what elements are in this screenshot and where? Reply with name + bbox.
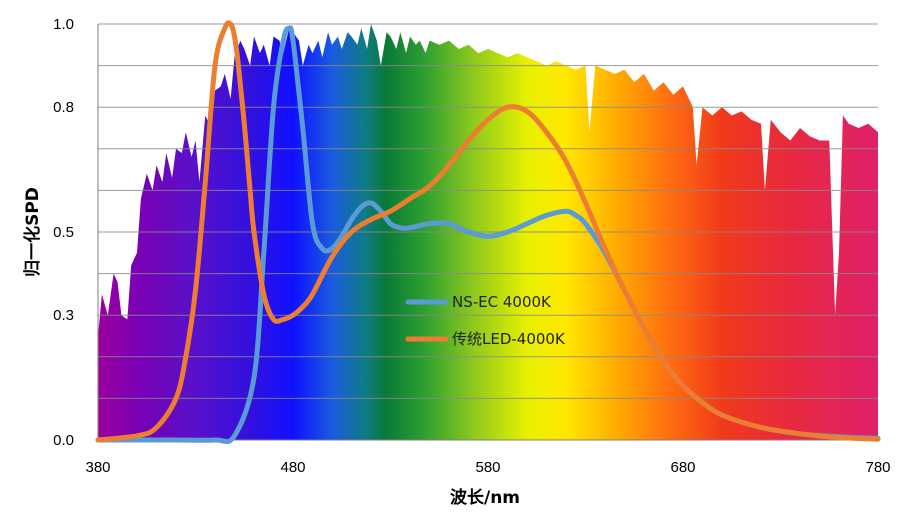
series-line-2: [95, 20, 881, 443]
y-tick-label: 1.0: [53, 16, 74, 33]
y-tick-labels: 0.0 0.3 0.5 0.8 1.0: [53, 16, 74, 449]
y-tick-label: 0.0: [53, 432, 74, 449]
x-tick-label: 680: [670, 459, 695, 476]
x-tick-label: 780: [865, 459, 890, 476]
legend-label: 传统LED-4000K: [452, 330, 566, 348]
x-tick-labels: 380 480 580 680 780: [85, 459, 890, 476]
y-axis-label: 归一化SPD: [22, 187, 43, 277]
legend: NS-EC 4000K 传统LED-4000K: [405, 293, 566, 348]
x-tick-label: 580: [475, 459, 500, 476]
x-axis-label: 波长/nm: [450, 487, 520, 508]
gridlines: [98, 23, 878, 399]
legend-label: NS-EC 4000K: [452, 293, 552, 311]
y-tick-label: 0.8: [53, 99, 74, 116]
y-tick-label: 0.5: [53, 224, 74, 241]
x-tick-label: 380: [85, 459, 110, 476]
series-lines: [95, 20, 881, 445]
x-tick-label: 480: [280, 459, 305, 476]
y-tick-label: 0.3: [53, 307, 74, 324]
